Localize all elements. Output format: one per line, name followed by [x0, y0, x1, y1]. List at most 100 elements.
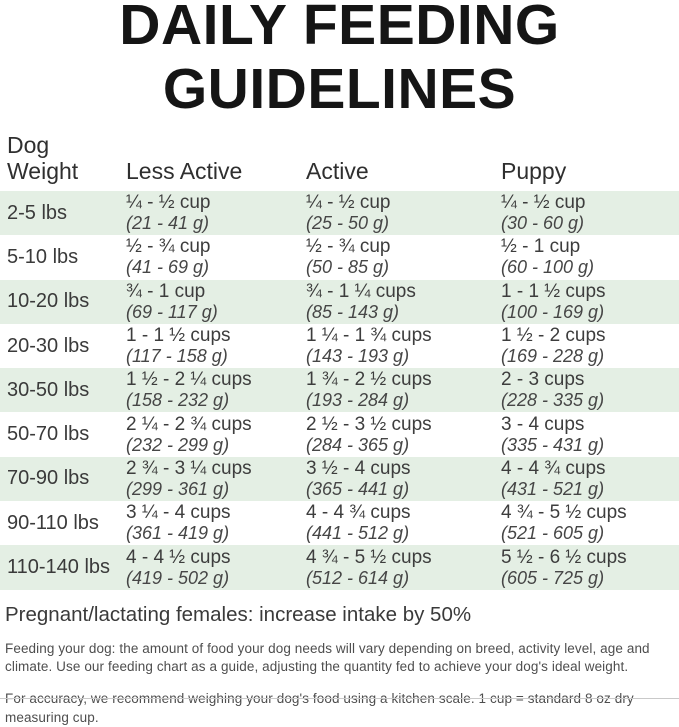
weight-cell: 10-20 lbs — [0, 290, 118, 313]
table-row: 110-140 lbs 4 - 4 ½ cups (419 - 502 g) 4… — [0, 545, 679, 590]
table-row: 90-110 lbs 3 ¼ - 4 cups (361 - 419 g) 4 … — [0, 501, 679, 545]
active-cell: ½ - ¾ cup (50 - 85 g) — [298, 236, 493, 278]
weight-cell: 2-5 lbs — [0, 202, 118, 225]
feeding-note-paragraph: Feeding your dog: the amount of food you… — [5, 640, 650, 675]
weight-value: 30-50 lbs — [7, 378, 90, 401]
header-active: Active — [306, 158, 369, 184]
active-cell: 3 ½ - 4 cups (365 - 441 g) — [298, 458, 493, 500]
weight-value: 90-110 lbs — [7, 511, 99, 534]
puppy-cups: 1 ½ - 2 cups — [501, 325, 606, 347]
puppy-cups: 4 - 4 ¾ cups — [501, 457, 606, 479]
less-active-grams: (361 - 419 g) — [126, 523, 230, 544]
active-cups: 1 ¾ - 2 ½ cups — [306, 369, 432, 391]
puppy-cups: 3 - 4 cups — [501, 413, 585, 435]
pregnant-note: Pregnant/lactating females: increase int… — [5, 602, 472, 626]
puppy-cell: 3 - 4 cups (335 - 431 g) — [493, 414, 679, 456]
active-cell: ¼ - ½ cup (25 - 50 g) — [298, 192, 493, 234]
less-active-cell: 2 ¾ - 3 ¼ cups (299 - 361 g) — [118, 458, 298, 500]
active-grams: (193 - 284 g) — [306, 390, 410, 411]
weight-value: 110-140 lbs — [7, 556, 111, 579]
active-grams: (50 - 85 g) — [306, 257, 390, 278]
less-active-cell: 3 ¼ - 4 cups (361 - 419 g) — [118, 502, 298, 544]
less-active-cups: ¾ - 1 cup — [126, 280, 206, 302]
table-row: 70-90 lbs 2 ¾ - 3 ¼ cups (299 - 361 g) 3… — [0, 456, 679, 502]
puppy-cups: 2 - 3 cups — [501, 369, 585, 391]
title-line-2: GUIDELINES — [162, 57, 517, 121]
table-header-row: Dog Weight Less Active Active Puppy — [0, 132, 679, 191]
weight-cell: 110-140 lbs — [0, 556, 118, 579]
table-row: 20-30 lbs 1 - 1 ½ cups (117 - 158 g) 1 ¼… — [0, 324, 679, 368]
table-row: 5-10 lbs ½ - ¾ cup (41 - 69 g) ½ - ¾ cup… — [0, 235, 679, 279]
active-cups: 4 - 4 ¾ cups — [306, 502, 411, 524]
header-less-active: Less Active — [126, 158, 243, 184]
header-puppy: Puppy — [501, 158, 567, 184]
weight-cell: 20-30 lbs — [0, 335, 118, 358]
puppy-grams: (228 - 335 g) — [501, 390, 605, 411]
puppy-cell: 2 - 3 cups (228 - 335 g) — [493, 369, 679, 411]
bottom-divider — [0, 698, 679, 699]
less-active-cell: ½ - ¾ cup (41 - 69 g) — [118, 236, 298, 278]
puppy-cell: 4 ¾ - 5 ½ cups (521 - 605 g) — [493, 502, 679, 544]
weight-value: 20-30 lbs — [7, 334, 90, 357]
active-cell: 1 ¼ - 1 ¾ cups (143 - 193 g) — [298, 325, 493, 367]
puppy-grams: (431 - 521 g) — [501, 478, 605, 499]
puppy-cell: ¼ - ½ cup (30 - 60 g) — [493, 192, 679, 234]
puppy-cell: 1 - 1 ½ cups (100 - 169 g) — [493, 281, 679, 323]
table-row: 30-50 lbs 1 ½ - 2 ¼ cups (158 - 232 g) 1… — [0, 368, 679, 413]
less-active-cell: ¾ - 1 cup (69 - 117 g) — [118, 281, 298, 323]
active-cups: 2 ½ - 3 ½ cups — [306, 413, 432, 435]
less-active-cups: ¼ - ½ cup — [126, 192, 211, 214]
puppy-grams: (60 - 100 g) — [501, 257, 595, 278]
less-active-grams: (117 - 158 g) — [126, 346, 228, 367]
weight-cell: 90-110 lbs — [0, 512, 118, 535]
puppy-cell: 4 - 4 ¾ cups (431 - 521 g) — [493, 458, 679, 500]
active-grams: (85 - 143 g) — [306, 301, 400, 322]
active-cell: 4 ¾ - 5 ½ cups (512 - 614 g) — [298, 547, 493, 589]
less-active-grams: (419 - 502 g) — [126, 567, 230, 588]
puppy-cups: 4 ¾ - 5 ½ cups — [501, 502, 627, 524]
table-row: 2-5 lbs ¼ - ½ cup (21 - 41 g) ¼ - ½ cup … — [0, 191, 679, 236]
less-active-cups: 1 ½ - 2 ¼ cups — [126, 369, 252, 391]
active-cell: ¾ - 1 ¼ cups (85 - 143 g) — [298, 281, 493, 323]
puppy-grams: (30 - 60 g) — [501, 213, 585, 234]
less-active-cups: 2 ¼ - 2 ¾ cups — [126, 413, 252, 435]
weight-cell: 70-90 lbs — [0, 467, 118, 490]
puppy-cups: 1 - 1 ½ cups — [501, 280, 606, 302]
weight-value: 50-70 lbs — [7, 423, 90, 446]
active-grams: (284 - 365 g) — [306, 434, 410, 455]
active-cell: 4 - 4 ¾ cups (441 - 512 g) — [298, 502, 493, 544]
header-dog-weight-line1: Dog — [7, 132, 50, 158]
weight-value: 2-5 lbs — [7, 201, 68, 224]
puppy-cups: 5 ½ - 6 ½ cups — [501, 546, 627, 568]
puppy-cell: 5 ½ - 6 ½ cups (605 - 725 g) — [493, 547, 679, 589]
less-active-cell: 4 - 4 ½ cups (419 - 502 g) — [118, 547, 298, 589]
weight-cell: 30-50 lbs — [0, 379, 118, 402]
table-row: 50-70 lbs 2 ¼ - 2 ¾ cups (232 - 299 g) 2… — [0, 412, 679, 456]
active-cell: 2 ½ - 3 ½ cups (284 - 365 g) — [298, 414, 493, 456]
less-active-cups: 1 - 1 ½ cups — [126, 325, 231, 347]
less-active-cell: ¼ - ½ cup (21 - 41 g) — [118, 192, 298, 234]
puppy-cell: 1 ½ - 2 cups (169 - 228 g) — [493, 325, 679, 367]
puppy-cell: ½ - 1 cup (60 - 100 g) — [493, 236, 679, 278]
feeding-table-body: 2-5 lbs ¼ - ½ cup (21 - 41 g) ¼ - ½ cup … — [0, 191, 679, 590]
active-cups: 4 ¾ - 5 ½ cups — [306, 546, 432, 568]
active-cups: ½ - ¾ cup — [306, 236, 391, 258]
puppy-grams: (335 - 431 g) — [501, 434, 605, 455]
puppy-grams: (605 - 725 g) — [501, 567, 605, 588]
weight-value: 70-90 lbs — [7, 467, 90, 490]
less-active-grams: (41 - 69 g) — [126, 257, 210, 278]
active-grams: (512 - 614 g) — [306, 567, 410, 588]
less-active-cell: 2 ¼ - 2 ¾ cups (232 - 299 g) — [118, 414, 298, 456]
puppy-grams: (100 - 169 g) — [501, 301, 605, 322]
accuracy-note-paragraph: For accuracy, we recommend weighing your… — [5, 690, 634, 725]
active-cell: 1 ¾ - 2 ½ cups (193 - 284 g) — [298, 369, 493, 411]
active-grams: (441 - 512 g) — [306, 523, 410, 544]
less-active-cups: 4 - 4 ½ cups — [126, 546, 231, 568]
less-active-grams: (299 - 361 g) — [126, 478, 230, 499]
less-active-grams: (158 - 232 g) — [126, 390, 230, 411]
active-cups: 1 ¼ - 1 ¾ cups — [306, 325, 432, 347]
puppy-cups: ¼ - ½ cup — [501, 192, 586, 214]
weight-value: 5-10 lbs — [7, 245, 79, 268]
puppy-grams: (169 - 228 g) — [501, 346, 605, 367]
